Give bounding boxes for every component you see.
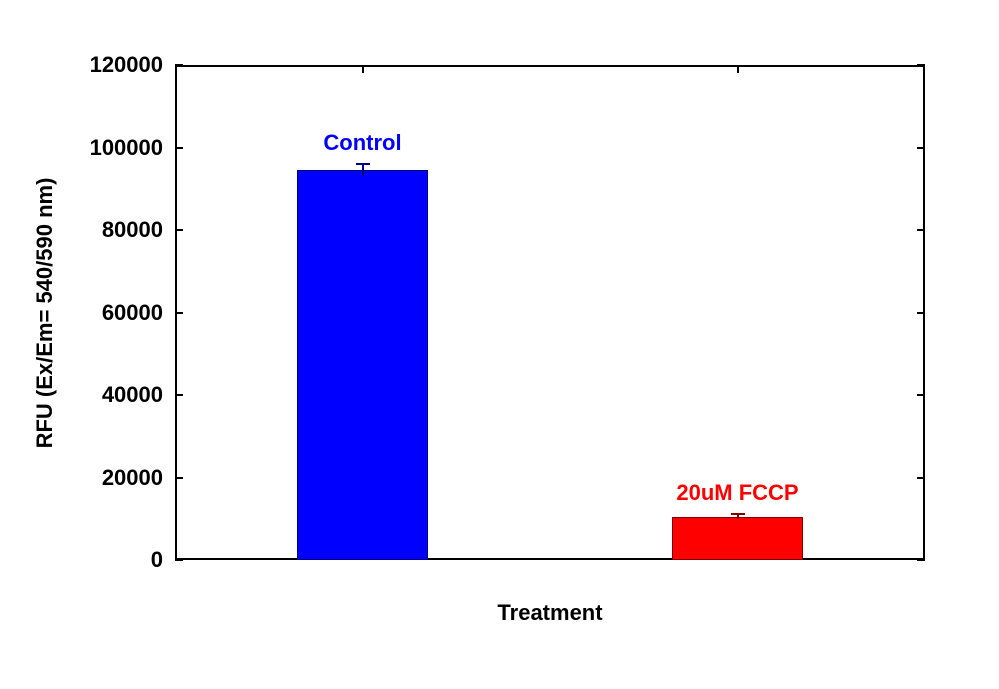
chart-container: { "canvas": { "width": 999, "height": 68… <box>0 0 999 689</box>
y-tick-mark <box>917 477 925 479</box>
x-tick-mark <box>737 65 739 73</box>
bar-label: Control <box>323 130 401 156</box>
y-tick-label: 120000 <box>85 52 163 78</box>
y-tick-mark <box>175 312 183 314</box>
y-tick-mark <box>175 147 183 149</box>
x-tick-mark <box>362 65 364 73</box>
y-tick-label: 80000 <box>85 217 163 243</box>
y-tick-label: 20000 <box>85 465 163 491</box>
bar <box>672 517 803 560</box>
y-tick-mark <box>917 64 925 66</box>
y-tick-label: 40000 <box>85 382 163 408</box>
y-tick-label: 60000 <box>85 300 163 326</box>
y-tick-label: 0 <box>85 547 163 573</box>
error-bar-stem <box>362 164 364 176</box>
bar-label: 20uM FCCP <box>676 480 798 506</box>
y-tick-mark <box>175 229 183 231</box>
plot-area <box>175 65 925 560</box>
y-tick-mark <box>175 559 183 561</box>
error-bar-cap <box>356 163 370 165</box>
y-tick-mark <box>917 312 925 314</box>
y-tick-mark <box>175 64 183 66</box>
y-tick-mark <box>175 477 183 479</box>
bar <box>297 170 428 560</box>
y-axis-title: RFU (Ex/Em= 540/590 nm) <box>32 177 58 448</box>
y-tick-mark <box>917 229 925 231</box>
y-tick-mark <box>917 147 925 149</box>
x-axis-title: Treatment <box>497 600 602 626</box>
y-tick-mark <box>917 394 925 396</box>
error-bar-cap <box>731 513 745 515</box>
y-tick-mark <box>175 394 183 396</box>
y-tick-mark <box>917 559 925 561</box>
y-tick-label: 100000 <box>85 135 163 161</box>
